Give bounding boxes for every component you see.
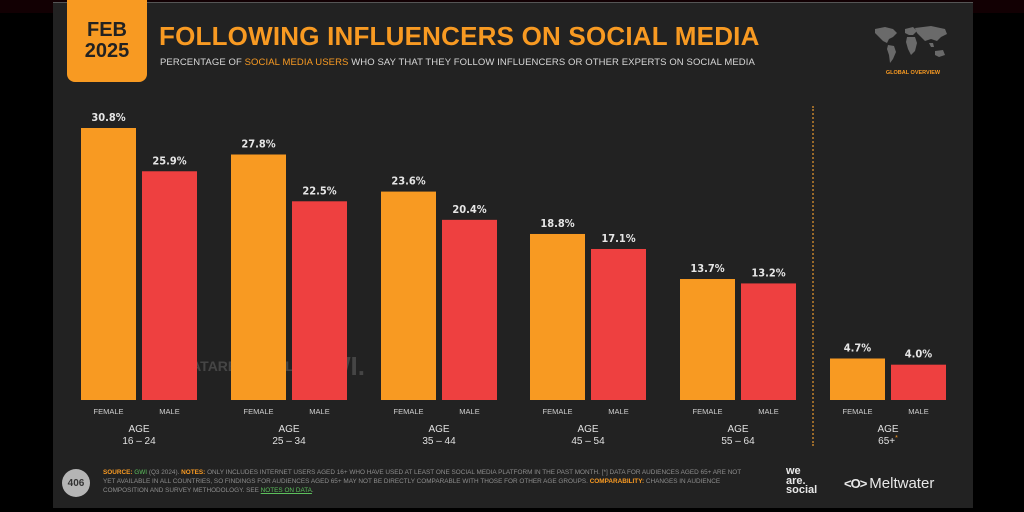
series-label: MALE bbox=[758, 407, 778, 416]
category-label: 55 – 64 bbox=[721, 436, 755, 447]
notes-label: NOTES: bbox=[181, 469, 206, 476]
date-month: FEB bbox=[87, 19, 127, 41]
category-prefix: AGE bbox=[128, 424, 149, 435]
bar-female-4 bbox=[680, 279, 735, 400]
series-label: MALE bbox=[459, 407, 479, 416]
series-label: FEMALE bbox=[842, 407, 872, 416]
series-label: FEMALE bbox=[243, 407, 273, 416]
bar-female-0 bbox=[81, 128, 136, 400]
data-label: 18.8% bbox=[540, 217, 574, 230]
data-label: 23.6% bbox=[391, 175, 425, 188]
footnote: SOURCE: GWI (Q3 2024). NOTES: ONLY INCLU… bbox=[103, 468, 753, 495]
footnote-marker: * bbox=[895, 435, 898, 442]
category-label: 25 – 34 bbox=[272, 436, 306, 447]
data-label: 13.7% bbox=[690, 262, 724, 275]
data-label: 22.5% bbox=[302, 184, 336, 197]
meltwater-wordmark: Meltwater bbox=[869, 475, 935, 492]
data-label: 20.4% bbox=[452, 203, 486, 216]
bar-female-5 bbox=[830, 358, 885, 400]
bar-male-0 bbox=[142, 171, 197, 400]
series-label: FEMALE bbox=[93, 407, 123, 416]
logo-line-social: social bbox=[786, 484, 818, 496]
bar-female-3 bbox=[530, 233, 585, 400]
comparability-label: COMPARABILITY: bbox=[589, 478, 645, 485]
data-label: 4.7% bbox=[844, 341, 872, 354]
data-label: 27.8% bbox=[241, 137, 275, 150]
date-year: 2025 bbox=[84, 40, 130, 62]
category-label: 35 – 44 bbox=[422, 436, 456, 447]
bar-male-5 bbox=[891, 364, 946, 400]
data-label: 13.2% bbox=[751, 266, 785, 279]
subtitle-highlight: SOCIAL MEDIA USERS bbox=[244, 57, 349, 68]
bar-female-1 bbox=[231, 154, 286, 400]
meltwater-logo: <O> Meltwater bbox=[844, 475, 934, 492]
data-label: 30.8% bbox=[91, 111, 125, 124]
category-label: 16 – 24 bbox=[122, 436, 156, 447]
category-prefix: AGE bbox=[428, 424, 449, 435]
world-map-icon bbox=[875, 26, 947, 63]
date-badge: FEB 2025 bbox=[67, 0, 147, 82]
bar-male-2 bbox=[442, 219, 497, 400]
category-prefix: AGE bbox=[727, 424, 748, 435]
series-label: MALE bbox=[908, 407, 928, 416]
data-label: 25.9% bbox=[152, 154, 186, 167]
source-value: GWI bbox=[134, 469, 148, 476]
chart-title: FOLLOWING INFLUENCERS ON SOCIAL MEDIA bbox=[159, 21, 760, 51]
series-label: MALE bbox=[309, 407, 329, 416]
subtitle-pre: PERCENTAGE OF bbox=[160, 57, 245, 68]
source-rest: (Q3 2024). bbox=[147, 469, 182, 476]
notes-text: ONLY INCLUDES INTERNET USERS AGED 16+ WH… bbox=[103, 469, 742, 485]
logo-line-are: are. bbox=[786, 474, 806, 487]
series-label: FEMALE bbox=[692, 407, 722, 416]
we-are-social-logo: we are. social bbox=[786, 465, 818, 496]
series-label: MALE bbox=[608, 407, 628, 416]
footnote-end: . bbox=[311, 487, 314, 494]
data-label: 4.0% bbox=[905, 348, 933, 361]
bar-female-2 bbox=[381, 191, 436, 400]
notes-on-data-link[interactable]: NOTES ON DATA bbox=[260, 487, 312, 494]
category-label: 45 – 54 bbox=[571, 436, 605, 447]
bar-male-4 bbox=[741, 283, 796, 400]
category-prefix: AGE bbox=[577, 424, 598, 435]
chart-subtitle: PERCENTAGE OF SOCIAL MEDIA USERS WHO SAY… bbox=[160, 57, 755, 68]
slide: FEB 2025 FOLLOWING INFLUENCERS ON SOCIAL… bbox=[53, 0, 973, 508]
series-label: MALE bbox=[159, 407, 179, 416]
age-65-separator bbox=[812, 106, 814, 446]
logo-line-we: we bbox=[786, 465, 801, 477]
comparability-text: CHANGES IN AUDIENCE COMPOSITION AND SURV… bbox=[103, 478, 721, 494]
subtitle-post: WHO SAY THAT THEY FOLLOW INFLUENCERS OR … bbox=[348, 57, 755, 68]
category-label: 65+* bbox=[878, 435, 898, 447]
data-label: 17.1% bbox=[601, 232, 635, 245]
bar-male-3 bbox=[591, 248, 646, 400]
category-prefix: AGE bbox=[278, 424, 299, 435]
category-prefix: AGE bbox=[877, 424, 898, 435]
series-label: FEMALE bbox=[393, 407, 423, 416]
series-label: FEMALE bbox=[542, 407, 572, 416]
source-label: SOURCE: bbox=[103, 469, 133, 476]
page-number-badge: 406 bbox=[62, 469, 90, 497]
bar-male-1 bbox=[292, 201, 347, 400]
meltwater-icon: <O> bbox=[844, 476, 867, 491]
global-overview-label: GLOBAL OVERVIEW bbox=[885, 70, 941, 76]
